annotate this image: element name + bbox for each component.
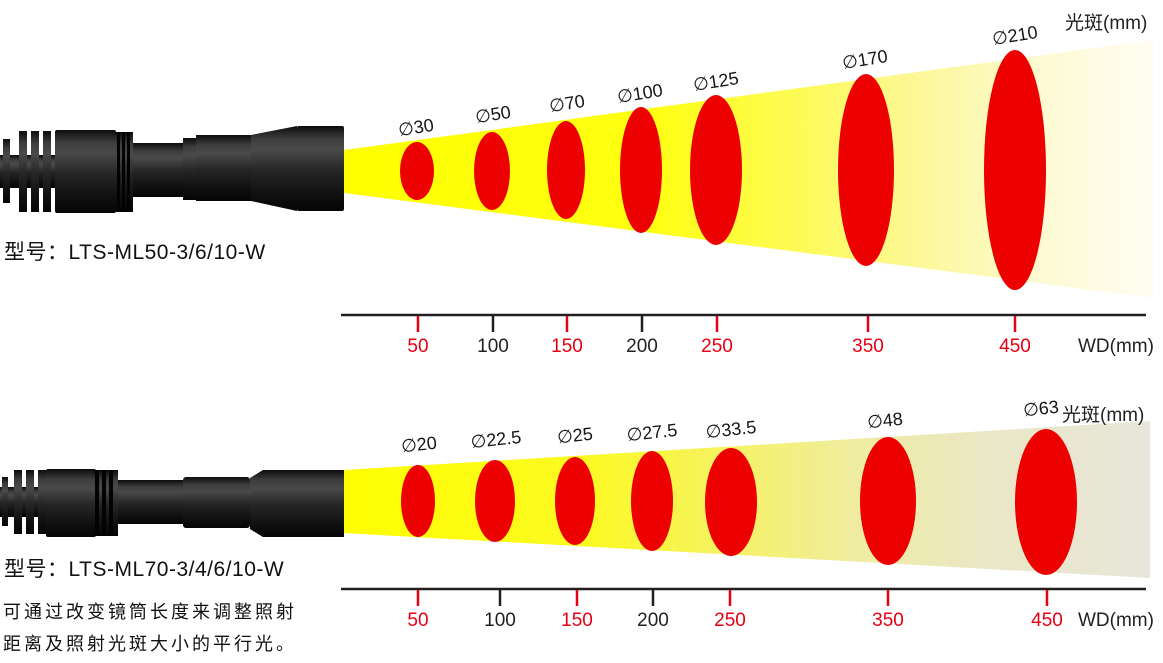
wd-tick-label: 200 (626, 336, 658, 357)
note-line: 距离及照射光斑大小的平行光。 (3, 634, 297, 654)
spot-diameter-label: ∅20 (400, 432, 438, 457)
ring-groove-line (122, 132, 125, 212)
wd-tick-label: 250 (714, 610, 746, 631)
wd-tick-label: 450 (999, 336, 1031, 357)
wd-tick-label: 350 (852, 336, 884, 357)
device-body (55, 130, 116, 213)
spot-ellipse (620, 107, 662, 233)
heatsink-fin (19, 131, 27, 212)
model-label: 型号：LTS-ML70-3/4/6/10-W (4, 558, 285, 581)
spot-ellipse (547, 121, 585, 219)
wd-tick-label: 150 (551, 336, 583, 357)
heatsink-fin (31, 131, 39, 212)
wd-tick-label: 450 (1031, 610, 1063, 631)
wd-unit-label: WD(mm) (1078, 610, 1154, 631)
spot-ellipse (838, 74, 894, 266)
spot-ellipse (631, 451, 673, 551)
light-source-device (0, 126, 344, 213)
lens-head (297, 126, 344, 211)
heatsink-fin (38, 470, 46, 534)
wd-axis (341, 587, 1146, 606)
spot-ellipse (860, 437, 916, 565)
wd-tick-label: 50 (407, 610, 429, 631)
spot-ellipse (475, 460, 515, 542)
ring-groove-line (95, 470, 99, 536)
wd-unit-label: WD(mm) (1078, 336, 1154, 357)
wd-tick-label: 350 (872, 610, 904, 631)
light-source-device (0, 469, 344, 537)
wd-tick-label: 250 (701, 336, 733, 357)
wd-tick-label: 150 (561, 610, 593, 631)
wd-tick-label: 50 (407, 336, 429, 357)
spot-unit-label: 光斑(mm) (1062, 405, 1145, 426)
spot-unit-label: 光斑(mm) (1065, 13, 1148, 34)
spot-ellipse (1015, 429, 1077, 575)
heatsink-fin (3, 139, 10, 203)
spot-ellipse (690, 95, 742, 245)
wd-tick-label: 100 (477, 336, 509, 357)
spot-ellipse (984, 50, 1046, 290)
diagram-bottom (0, 421, 1150, 606)
lens-barrel (183, 477, 250, 528)
spot-ellipse (400, 142, 434, 200)
heatsink-fin (2, 477, 8, 526)
wd-tick-label: 200 (637, 610, 669, 631)
heatsink-fin (43, 131, 51, 212)
diagram-top (0, 40, 1153, 332)
spot-diameter-label: ∅25 (556, 423, 594, 448)
spot-diameter-label: ∅63 (1022, 396, 1060, 421)
ring-groove-line (109, 470, 113, 536)
ring-groove-line (102, 470, 106, 536)
heatsink-fin (14, 470, 22, 534)
device-neck (133, 143, 183, 197)
device-collar (183, 138, 196, 200)
wd-axis (341, 313, 1146, 332)
heatsink-fin (26, 470, 34, 534)
note-line: 可通过改变镜筒长度来调整照射 (3, 602, 297, 622)
spot-ellipse (401, 465, 435, 537)
lens-cone (251, 126, 297, 211)
model-label: 型号：LTS-ML50-3/6/10-W (4, 241, 266, 264)
wd-tick-label: 100 (484, 610, 516, 631)
lens-barrel (196, 135, 251, 201)
ring-groove-line (127, 132, 130, 212)
spot-ellipse (555, 457, 595, 545)
spot-ellipse (705, 448, 757, 556)
spot-ellipse (474, 132, 510, 210)
lens-head (250, 470, 344, 537)
device-body (46, 469, 96, 537)
device-neck (118, 480, 183, 524)
spot-diameter-label: ∅48 (866, 408, 904, 433)
ring-groove-line (117, 132, 120, 212)
light-beam-cone (344, 40, 1153, 298)
